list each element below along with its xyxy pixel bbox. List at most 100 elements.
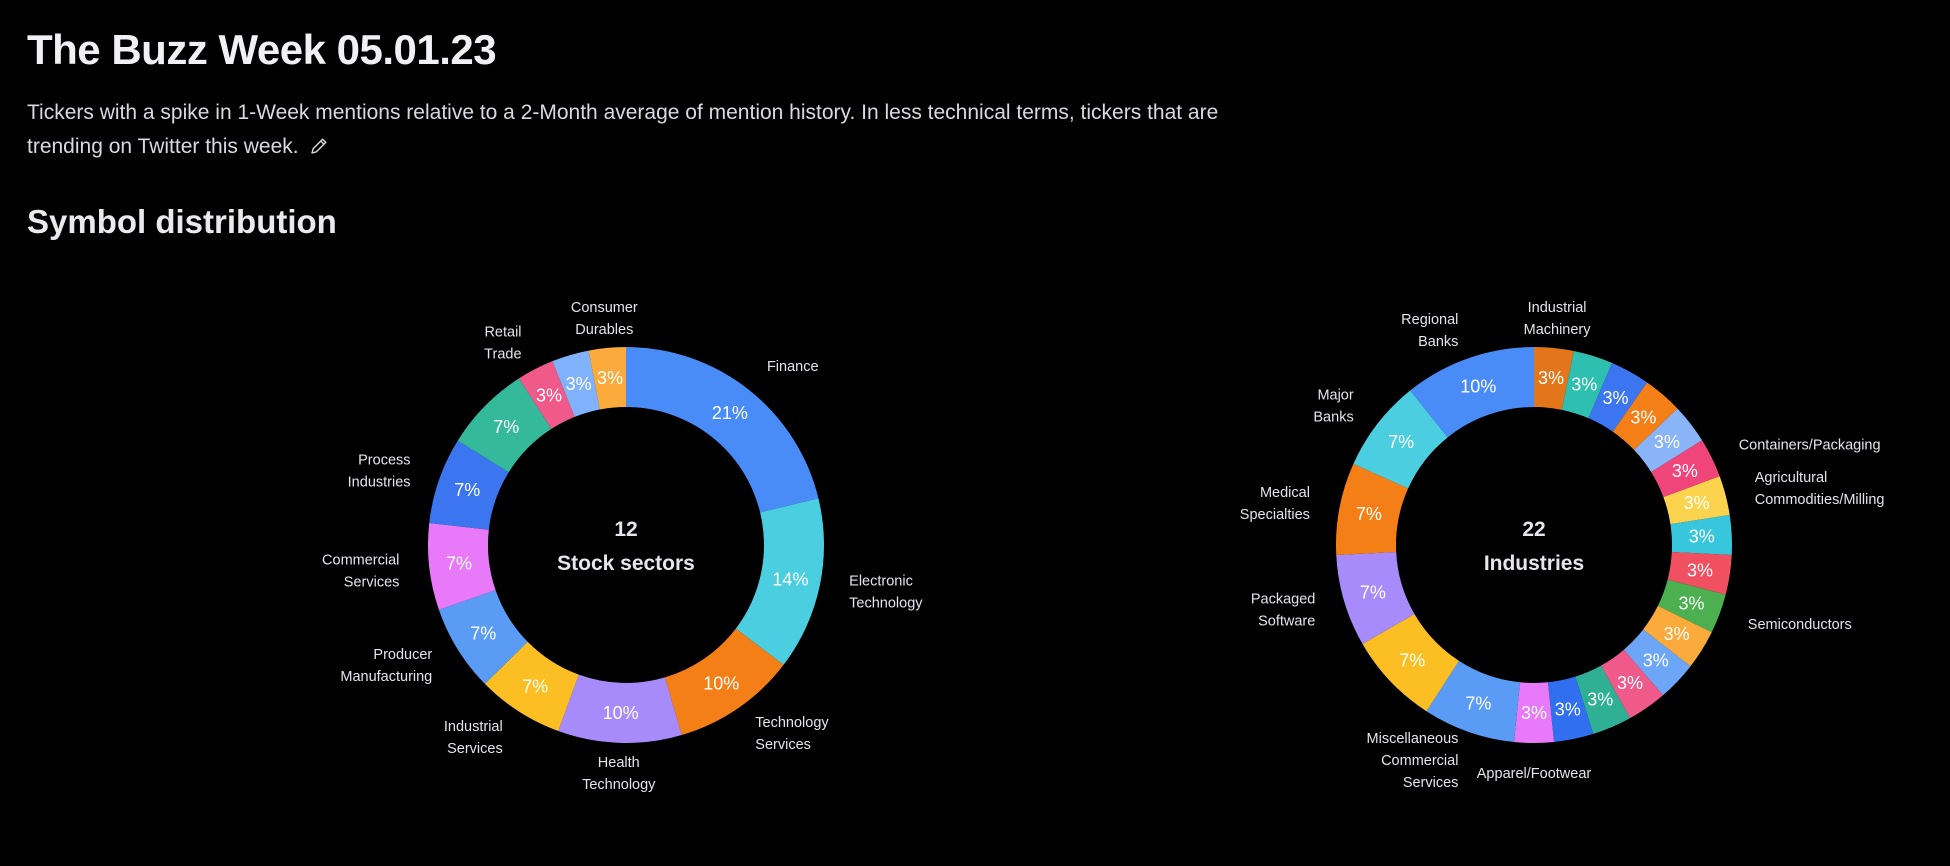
slice-8[interactable] [1667, 551, 1732, 595]
sector-donut-chart: 21%14%10%10%7%7%7%7%7%3%3% 3% FinanceElec… [322, 300, 923, 793]
slice-percent-label: 3% [597, 368, 623, 388]
slice-1[interactable] [1561, 351, 1613, 419]
sector-slices [428, 347, 824, 743]
outer-label: Packaged Software [1251, 592, 1316, 630]
slice-percent-label: 7% [493, 417, 519, 437]
slice-3[interactable] [558, 674, 682, 743]
slice-percent-label: 21% [712, 403, 748, 423]
outer-label: Health Technology [582, 755, 656, 793]
sector-center-label: Stock sectors [557, 552, 695, 575]
slice-11[interactable] [588, 347, 626, 410]
slice-percent-label: 7% [1388, 432, 1414, 452]
slice-percent-label: 3% [1521, 703, 1547, 723]
slice-20[interactable] [1353, 390, 1448, 489]
slice-3[interactable] [1612, 382, 1678, 450]
slice-21[interactable] [1410, 347, 1534, 438]
slice-percent-label: 3% [1679, 593, 1705, 613]
slice-12[interactable] [1600, 649, 1663, 719]
slice-percent-label: 7% [1360, 583, 1386, 603]
slice-1[interactable] [735, 498, 824, 665]
slice-percent-label: 3% [1654, 432, 1680, 452]
outer-label: Agricultural Commodities/Milling [1755, 470, 1885, 508]
slice-percent-label: 10% [703, 673, 739, 693]
slice-18[interactable] [1336, 551, 1415, 644]
slice-percent-label: 7% [454, 480, 480, 500]
slice-percent-label: 7% [1465, 694, 1491, 714]
slice-percent-label: 7% [470, 624, 496, 644]
page-description: Tickers with a spike in 1-Week mentions … [27, 96, 1227, 167]
slice-0[interactable] [626, 347, 819, 513]
slice-2[interactable] [1588, 363, 1648, 432]
slice-7[interactable] [1670, 515, 1732, 556]
outer-label: Producer Manufacturing [340, 647, 432, 685]
slice-percent-label: 3% [1672, 461, 1698, 481]
description-text: Tickers with a spike in 1-Week mentions … [27, 101, 1219, 158]
slice-percent-label: 3% [566, 374, 592, 394]
slice-9[interactable] [1657, 579, 1726, 633]
slice-percent-label: 3% [1617, 673, 1643, 693]
page-title: The Buzz Week 05.01.23 [27, 26, 497, 73]
slice-percent-label: 14% [772, 569, 808, 589]
slice-19[interactable] [1336, 463, 1409, 556]
sector-count: 12 [614, 518, 637, 541]
slice-4[interactable] [1634, 408, 1703, 473]
outer-label: Regional Banks [1401, 312, 1458, 350]
slice-percent-label: 7% [522, 676, 548, 696]
outer-label: Industrial Machinery [1524, 300, 1592, 338]
slice-5[interactable] [438, 590, 528, 684]
slice-percent-label: 3% [1538, 368, 1564, 388]
outer-label: Industrial Services [444, 719, 503, 757]
slice-percent-label: 10% [603, 703, 639, 723]
slice-7[interactable] [429, 440, 509, 530]
slice-17[interactable] [1362, 614, 1460, 712]
slice-percent-label: 7% [1399, 651, 1425, 671]
outer-label: Finance [767, 359, 819, 375]
outer-label: Electronic Technology [849, 574, 923, 612]
outer-label: Containers/Packaging [1739, 438, 1881, 454]
slice-8[interactable] [457, 378, 552, 473]
industry-slices [1336, 347, 1732, 743]
industry-count: 22 [1522, 518, 1545, 541]
slice-percent-label: 3% [1689, 526, 1715, 546]
slice-percent-label: 3% [1687, 560, 1713, 580]
slice-percent-label: 3% [1643, 651, 1669, 671]
slice-percent-label: 3% [1555, 700, 1581, 720]
outer-label: Consumer Durables [571, 300, 638, 338]
slice-10[interactable] [552, 350, 600, 417]
slice-10[interactable] [1643, 605, 1712, 667]
industry-percent-labels: 3% 3%3%3%3%3%3%3%3%3%3%3%3%3%3%3%7%7%7%7%… [1356, 368, 1715, 723]
slice-percent-label: 3% [1684, 493, 1710, 513]
outer-label: Apparel/Footwear [1477, 766, 1592, 782]
slice-percent-label: 7% [446, 554, 472, 574]
pencil-icon[interactable] [309, 133, 329, 167]
sector-outer-labels: Finance Electronic Technology Technology Ser… [322, 300, 923, 793]
slice-15[interactable] [1513, 682, 1555, 743]
outer-label: Process Industries [348, 452, 411, 490]
outer-label: Commercial Services [322, 552, 399, 590]
industry-center-label: Industries [1484, 552, 1584, 575]
slice-6[interactable] [1663, 476, 1730, 525]
slice-4[interactable] [484, 641, 579, 732]
slice-percent-label: 7% [1356, 504, 1382, 524]
outer-label: Miscellaneous Commercial Services [1367, 731, 1459, 791]
outer-label: Retail Trade [484, 324, 521, 362]
slice-5[interactable] [1651, 440, 1720, 498]
outer-label: Medical Specialties [1240, 485, 1310, 523]
slice-percent-label: 3% [1630, 408, 1656, 428]
slice-9[interactable] [518, 361, 575, 429]
slice-percent-label: 3% [536, 386, 562, 406]
slice-14[interactable] [1547, 676, 1594, 742]
slice-percent-label: 3% [1664, 624, 1690, 644]
section-title: Symbol distribution [27, 203, 337, 240]
slice-percent-label: 10% [1460, 376, 1496, 396]
industry-donut-chart: 3% 3%3%3%3%3%3%3%3%3%3%3%3%3%3%3%7%7%7%7%… [1240, 300, 1885, 791]
slice-0[interactable] [1534, 347, 1574, 410]
slice-11[interactable] [1623, 629, 1691, 696]
slice-percent-label: 3% [1603, 388, 1629, 408]
slice-6[interactable] [428, 523, 496, 610]
slice-13[interactable] [1575, 665, 1631, 734]
sector-percent-labels: 21%14%10%10%7%7%7%7%7%3%3% 3% [446, 368, 808, 723]
slice-2[interactable] [664, 628, 784, 735]
slice-16[interactable] [1426, 660, 1521, 742]
